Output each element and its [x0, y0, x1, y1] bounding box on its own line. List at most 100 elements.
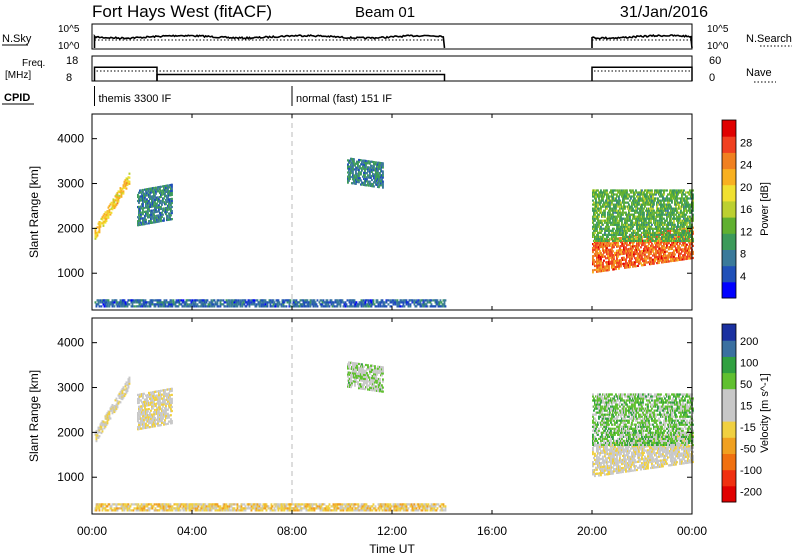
- heatmap-cell: [145, 215, 147, 217]
- heatmap-cell: [637, 247, 639, 249]
- heatmap-cell: [642, 210, 644, 212]
- heatmap-cell: [176, 299, 178, 301]
- heatmap-cell: [596, 202, 598, 204]
- heatmap-cell: [333, 303, 335, 305]
- heatmap-cell: [626, 226, 628, 228]
- heatmap-cell: [595, 253, 597, 255]
- heatmap-cell: [686, 200, 688, 202]
- heatmap-cell: [132, 303, 134, 305]
- heatmap-cell: [162, 418, 164, 420]
- heatmap-cell: [608, 226, 610, 228]
- heatmap-cell: [154, 425, 156, 427]
- heatmap-cell: [651, 189, 653, 191]
- heatmap-cell: [609, 204, 611, 206]
- heatmap-cell: [162, 202, 164, 204]
- heatmap-cell: [625, 258, 627, 260]
- heatmap-cell: [602, 262, 604, 264]
- heatmap-cell: [380, 305, 382, 307]
- heatmap-cell: [616, 234, 618, 236]
- heatmap-cell: [661, 216, 663, 218]
- heatmap-cell: [284, 301, 286, 303]
- heatmap-cell: [126, 381, 128, 383]
- heatmap-cell: [600, 193, 602, 195]
- heatmap-cell: [685, 232, 687, 234]
- heatmap-cell: [119, 397, 121, 399]
- heatmap-cell: [138, 202, 140, 204]
- heatmap-cell: [165, 305, 167, 307]
- heatmap-cell: [386, 305, 388, 307]
- heatmap-cell: [379, 172, 381, 174]
- heatmap-cell: [655, 254, 657, 256]
- heatmap-cell: [366, 180, 368, 182]
- heatmap-cell: [163, 207, 165, 209]
- heatmap-cell: [603, 260, 605, 262]
- heatmap-cell: [644, 200, 646, 202]
- heatmap-cell: [654, 260, 656, 262]
- heatmap-cell: [150, 396, 152, 398]
- heatmap-cell: [371, 165, 373, 167]
- heatmap-cell: [294, 299, 296, 301]
- heatmap-cell: [414, 299, 416, 301]
- heatmap-cell: [606, 206, 608, 208]
- heatmap-cell: [615, 206, 617, 208]
- heatmap-cell: [151, 401, 153, 403]
- heatmap-cell: [369, 173, 371, 175]
- heatmap-cell: [299, 301, 301, 303]
- heatmap-cell: [651, 224, 653, 226]
- heatmap-cell: [154, 195, 156, 197]
- heatmap-cell: [604, 238, 606, 240]
- heatmap-cell: [643, 191, 645, 193]
- heatmap-cell: [393, 299, 395, 301]
- heatmap-cell: [608, 243, 610, 245]
- heatmap-cell: [121, 196, 123, 198]
- heatmap-cell: [273, 299, 275, 301]
- heatmap-cell: [641, 222, 643, 224]
- heatmap-cell: [358, 171, 360, 173]
- heatmap-cell: [256, 303, 258, 305]
- heatmap-cell: [172, 305, 174, 307]
- heatmap-cell: [108, 217, 110, 219]
- heatmap-cell: [373, 161, 375, 163]
- heatmap-cell: [442, 305, 444, 307]
- heatmap-cell: [348, 372, 350, 374]
- heatmap-cell: [158, 204, 160, 206]
- heatmap-cell: [639, 234, 641, 236]
- heatmap-cell: [283, 299, 285, 301]
- heatmap-cell: [687, 238, 689, 240]
- heatmap-cell: [640, 238, 642, 240]
- heatmap-cell: [164, 389, 166, 391]
- heatmap-cell: [170, 404, 172, 406]
- heatmap-cell: [681, 195, 683, 197]
- heatmap-cell: [648, 243, 650, 245]
- heatmap-cell: [659, 226, 661, 228]
- heatmap-cell: [684, 254, 686, 256]
- heatmap-cell: [634, 193, 636, 195]
- heatmap-cell: [232, 299, 234, 301]
- heatmap-cell: [629, 195, 631, 197]
- heatmap-cell: [645, 234, 647, 236]
- heatmap-cell: [602, 236, 604, 238]
- heatmap-cell: [655, 212, 657, 214]
- heatmap-cell: [617, 220, 619, 222]
- heatmap-cell: [688, 234, 690, 236]
- heatmap-cell: [646, 222, 648, 224]
- heatmap-cell: [139, 220, 141, 222]
- heatmap-cell: [170, 214, 172, 216]
- heatmap-cell: [678, 214, 680, 216]
- heatmap-cell: [355, 183, 357, 185]
- heatmap-cell: [637, 195, 639, 197]
- heatmap-cell: [689, 222, 691, 224]
- heatmap-cell: [171, 206, 173, 208]
- heatmap-cell: [150, 192, 152, 194]
- heatmap-cell: [659, 260, 661, 262]
- heatmap-cell: [334, 305, 336, 307]
- heatmap-cell: [360, 173, 362, 175]
- heatmap-cell: [654, 236, 656, 238]
- heatmap-cell: [378, 303, 380, 305]
- heatmap-cell: [240, 305, 242, 307]
- heatmap-cell: [609, 210, 611, 212]
- heatmap-cell: [158, 305, 160, 307]
